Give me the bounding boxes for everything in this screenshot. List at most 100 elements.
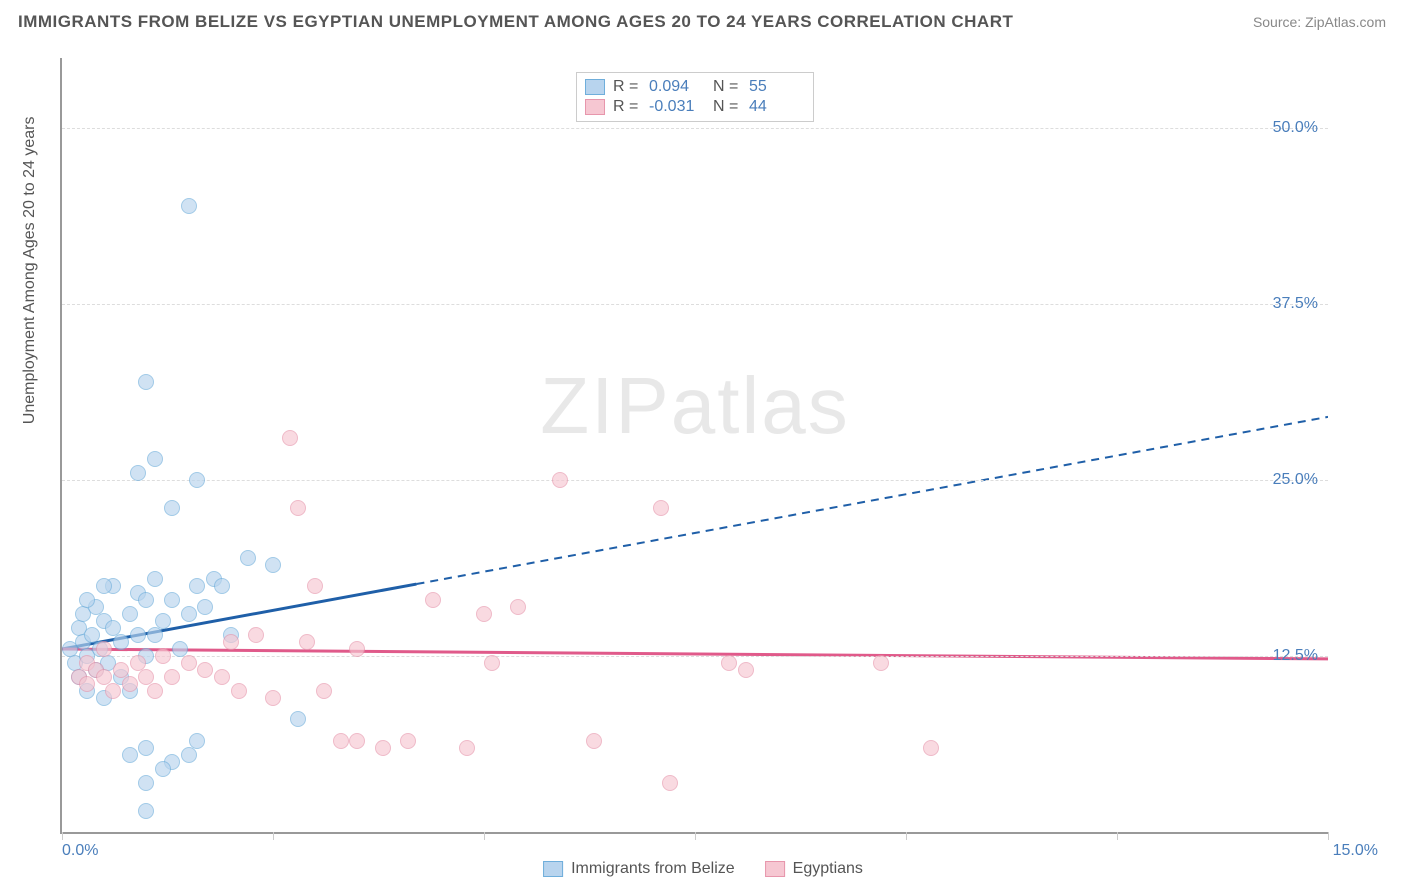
- plot-area: ZIPatlas R = 0.094 N = 55 R = -0.031 N = 44 12.…: [60, 58, 1328, 834]
- scatter-point: [240, 550, 256, 566]
- scatter-point: [164, 592, 180, 608]
- scatter-point: [164, 669, 180, 685]
- x-tick: [906, 832, 907, 840]
- scatter-point: [113, 634, 129, 650]
- scatter-point: [164, 500, 180, 516]
- scatter-point: [214, 669, 230, 685]
- scatter-point: [425, 592, 441, 608]
- y-tick-label: 50.0%: [1273, 119, 1318, 137]
- scatter-point: [96, 578, 112, 594]
- scatter-point: [333, 733, 349, 749]
- correlation-stats-legend: R = 0.094 N = 55 R = -0.031 N = 44: [576, 72, 814, 122]
- scatter-point: [189, 472, 205, 488]
- stats-row: R = 0.094 N = 55: [585, 77, 805, 97]
- scatter-point: [265, 690, 281, 706]
- scatter-point: [316, 683, 332, 699]
- legend-swatch: [543, 861, 563, 877]
- scatter-point: [181, 606, 197, 622]
- scatter-point: [265, 557, 281, 573]
- scatter-point: [181, 747, 197, 763]
- scatter-point: [122, 747, 138, 763]
- scatter-point: [181, 655, 197, 671]
- scatter-point: [79, 676, 95, 692]
- trendline-solid: [62, 649, 1328, 659]
- scatter-point: [96, 641, 112, 657]
- scatter-point: [282, 430, 298, 446]
- stat-r-label: R =: [613, 78, 641, 96]
- scatter-point: [721, 655, 737, 671]
- legend-label: Immigrants from Belize: [571, 860, 735, 878]
- scatter-point: [122, 606, 138, 622]
- scatter-point: [147, 571, 163, 587]
- legend-label: Egyptians: [793, 860, 863, 878]
- trendline-dashed: [416, 417, 1328, 584]
- scatter-point: [653, 500, 669, 516]
- scatter-point: [873, 655, 889, 671]
- legend-swatch: [585, 79, 605, 95]
- gridline-horizontal: [62, 304, 1328, 305]
- scatter-point: [130, 465, 146, 481]
- scatter-point: [223, 634, 239, 650]
- stat-r-value: 0.094: [649, 78, 705, 96]
- x-tick: [62, 832, 63, 840]
- gridline-horizontal: [62, 480, 1328, 481]
- scatter-point: [79, 592, 95, 608]
- scatter-point: [214, 578, 230, 594]
- stats-row: R = -0.031 N = 44: [585, 97, 805, 117]
- series-legend: Immigrants from Belize Egyptians: [543, 860, 863, 878]
- scatter-point: [105, 683, 121, 699]
- scatter-point: [155, 613, 171, 629]
- scatter-point: [476, 606, 492, 622]
- scatter-point: [299, 634, 315, 650]
- scatter-point: [189, 733, 205, 749]
- scatter-point: [349, 641, 365, 657]
- scatter-point: [138, 592, 154, 608]
- y-tick-label: 37.5%: [1273, 295, 1318, 313]
- scatter-point: [138, 775, 154, 791]
- chart-title: IMMIGRANTS FROM BELIZE VS EGYPTIAN UNEMP…: [18, 12, 1013, 32]
- x-tick: [1117, 832, 1118, 840]
- x-tick: [1328, 832, 1329, 840]
- x-tick: [273, 832, 274, 840]
- scatter-point: [375, 740, 391, 756]
- scatter-point: [248, 627, 264, 643]
- legend-swatch: [585, 99, 605, 115]
- legend-item: Immigrants from Belize: [543, 860, 735, 878]
- scatter-point: [231, 683, 247, 699]
- watermark: ZIPatlas: [540, 360, 849, 452]
- stat-n-label: N =: [713, 78, 741, 96]
- y-tick-label: 12.5%: [1273, 647, 1318, 665]
- scatter-point: [484, 655, 500, 671]
- scatter-point: [122, 676, 138, 692]
- y-axis-title: Unemployment Among Ages 20 to 24 years: [21, 116, 39, 424]
- scatter-point: [138, 740, 154, 756]
- stat-r-value: -0.031: [649, 98, 705, 116]
- chart-container: Unemployment Among Ages 20 to 24 years Z…: [50, 48, 1388, 844]
- source-attribution: Source: ZipAtlas.com: [1253, 14, 1386, 30]
- scatter-point: [510, 599, 526, 615]
- y-tick-label: 25.0%: [1273, 471, 1318, 489]
- stat-n-label: N =: [713, 98, 741, 116]
- trendlines-layer: [62, 58, 1328, 832]
- stat-n-value: 44: [749, 98, 805, 116]
- scatter-point: [586, 733, 602, 749]
- scatter-point: [738, 662, 754, 678]
- scatter-point: [147, 451, 163, 467]
- scatter-point: [290, 500, 306, 516]
- legend-swatch: [765, 861, 785, 877]
- stat-n-value: 55: [749, 78, 805, 96]
- scatter-point: [189, 578, 205, 594]
- stat-r-label: R =: [613, 98, 641, 116]
- scatter-point: [923, 740, 939, 756]
- scatter-point: [459, 740, 475, 756]
- scatter-point: [197, 662, 213, 678]
- scatter-point: [290, 711, 306, 727]
- scatter-point: [197, 599, 213, 615]
- scatter-point: [307, 578, 323, 594]
- scatter-point: [349, 733, 365, 749]
- scatter-point: [147, 627, 163, 643]
- gridline-horizontal: [62, 656, 1328, 657]
- scatter-point: [181, 198, 197, 214]
- scatter-point: [662, 775, 678, 791]
- x-tick-label: 0.0%: [62, 842, 98, 860]
